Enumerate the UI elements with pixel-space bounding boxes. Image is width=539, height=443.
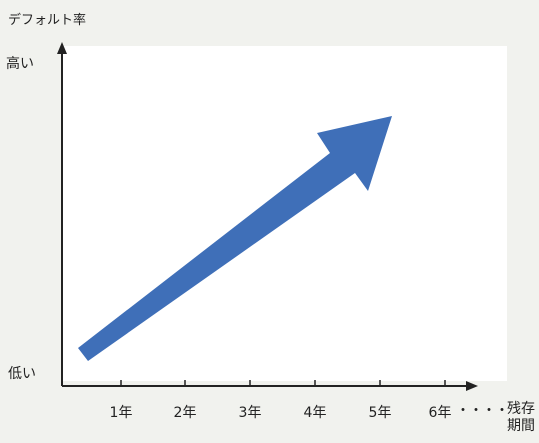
- x-tick-label-3: 3年: [238, 405, 262, 421]
- x-tick-label-4: 4年: [303, 405, 327, 421]
- x-tick-label-5: 5年: [368, 405, 392, 421]
- y-axis-arrowhead: [57, 42, 67, 54]
- x-axis-title: 残存期間: [507, 401, 535, 434]
- x-tick-label-6: 6年: [428, 405, 452, 421]
- x-tick-label-2: 2年: [173, 405, 197, 421]
- x-axis-arrowhead: [466, 381, 478, 391]
- y-axis-low-label: 低い: [8, 366, 36, 382]
- rising-trend-arrow: [78, 116, 392, 361]
- x-tick-label-1: 1年: [109, 405, 133, 421]
- y-axis-title: デフォルト率: [8, 13, 87, 28]
- x-axis-continuation: ・・・・: [456, 403, 509, 419]
- y-axis-high-label: 高い: [6, 56, 34, 72]
